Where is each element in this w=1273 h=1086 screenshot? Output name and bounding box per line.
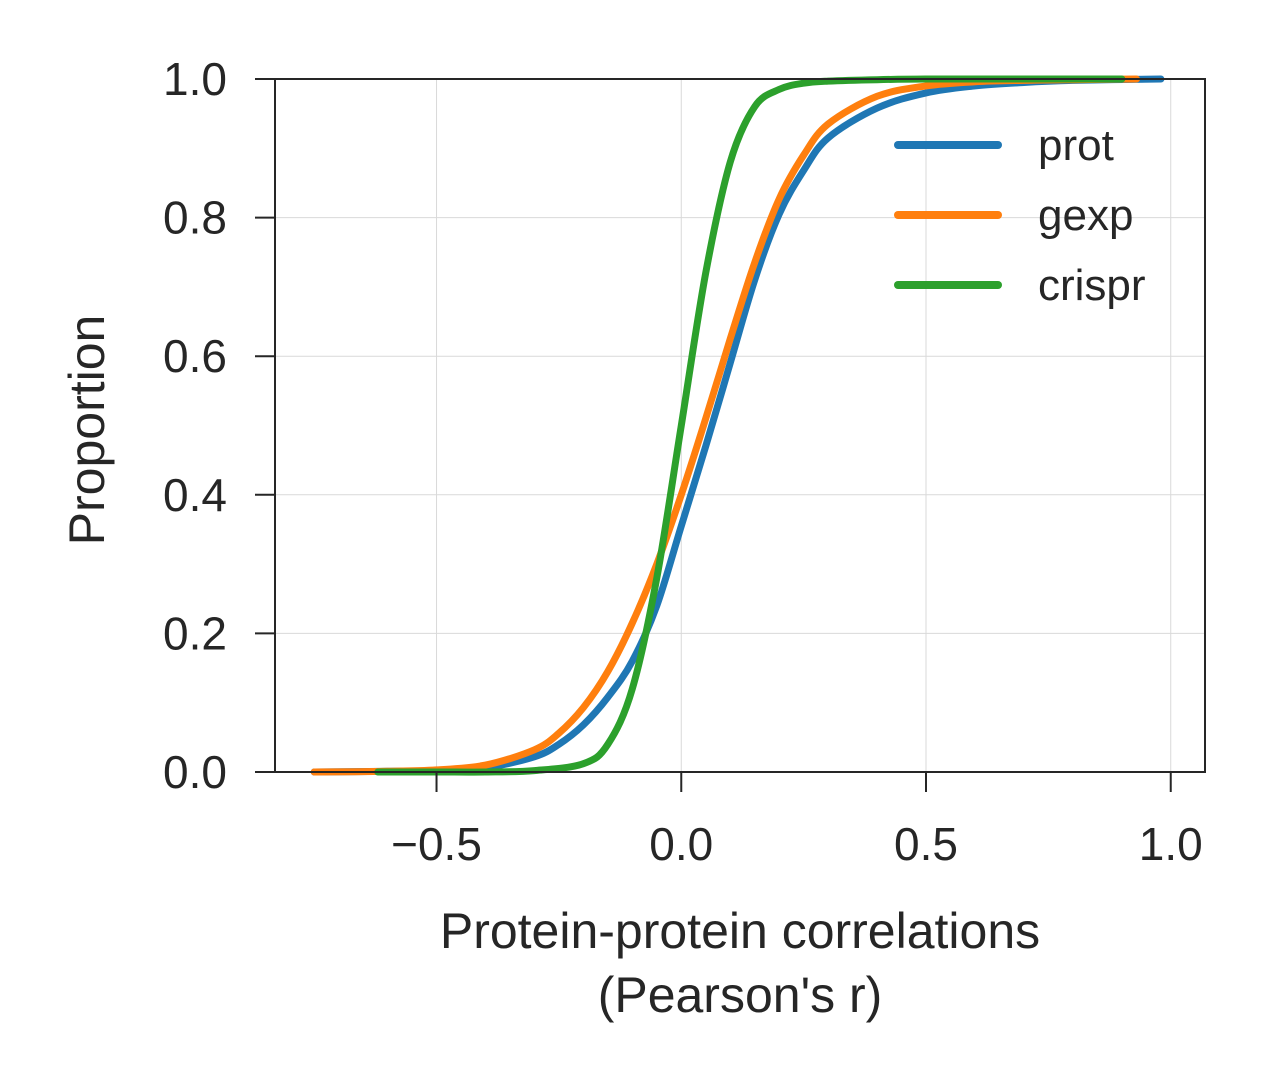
grid-lines [275, 78, 1205, 773]
y-tick-label: 0.6 [163, 330, 227, 382]
y-tick-label: 0.2 [163, 607, 227, 659]
y-tick-label: 0.8 [163, 192, 227, 244]
legend-label-gexp: gexp [1038, 191, 1133, 240]
x-tick-label: 0.5 [894, 818, 958, 870]
legend-label-crispr: crispr [1038, 261, 1146, 310]
series-lines [310, 75, 1165, 776]
series-line-gexp [310, 75, 1140, 776]
y-tick-label: 0.4 [163, 469, 227, 521]
x-tick-label: 1.0 [1139, 818, 1203, 870]
y-tick-label: 1.0 [163, 53, 227, 105]
legend: prot gexp crispr [894, 121, 1146, 310]
y-axis-label: Proportion [59, 315, 115, 546]
axis-ticks: −0.5 0.0 0.5 1.0 0.0 0.2 0.4 0.6 0.8 1.0 [163, 53, 1203, 870]
series-line-prot [310, 75, 1165, 776]
y-tick-label: 0.0 [163, 746, 227, 798]
legend-label-prot: prot [1038, 121, 1114, 170]
x-axis-label-line2: (Pearson's r) [598, 967, 883, 1023]
x-tick-label: −0.5 [391, 818, 482, 870]
x-tick-label: 0.0 [649, 818, 713, 870]
plot-frame [274, 78, 1206, 773]
series-line-crispr [374, 75, 1126, 776]
x-axis-label: Protein-protein correlations [440, 903, 1040, 959]
